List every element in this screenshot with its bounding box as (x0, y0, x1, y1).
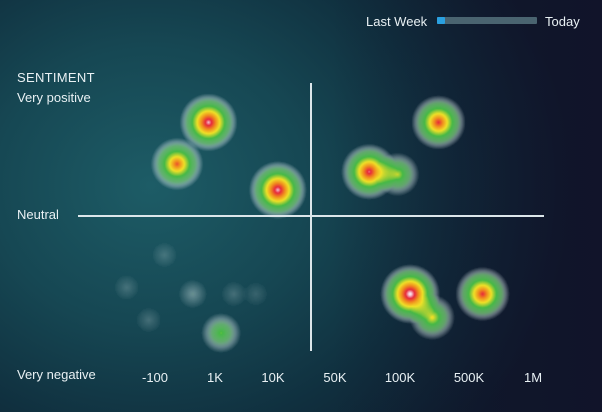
timeline-start-label: Last Week (366, 14, 428, 29)
x-tick-label: 50K (323, 370, 347, 385)
x-tick-label: 10K (261, 370, 285, 385)
vertical-axis-line (310, 83, 312, 351)
y-axis-top-label: Very positive (17, 90, 91, 105)
timeline-end-label: Today (545, 14, 580, 29)
x-tick-label: 100K (384, 370, 416, 385)
x-tick-label: 1K (207, 370, 223, 385)
x-tick-label: -100 (141, 370, 169, 385)
x-tick-label: 500K (453, 370, 485, 385)
timeline-slider[interactable] (437, 17, 537, 24)
y-axis-middle-label: Neutral (17, 207, 59, 222)
x-tick-label: 1M (523, 370, 543, 385)
y-axis-bottom-label: Very negative (17, 367, 96, 382)
y-axis-title: SENTIMENT (17, 70, 95, 85)
timeline-progress-fill (437, 17, 445, 24)
